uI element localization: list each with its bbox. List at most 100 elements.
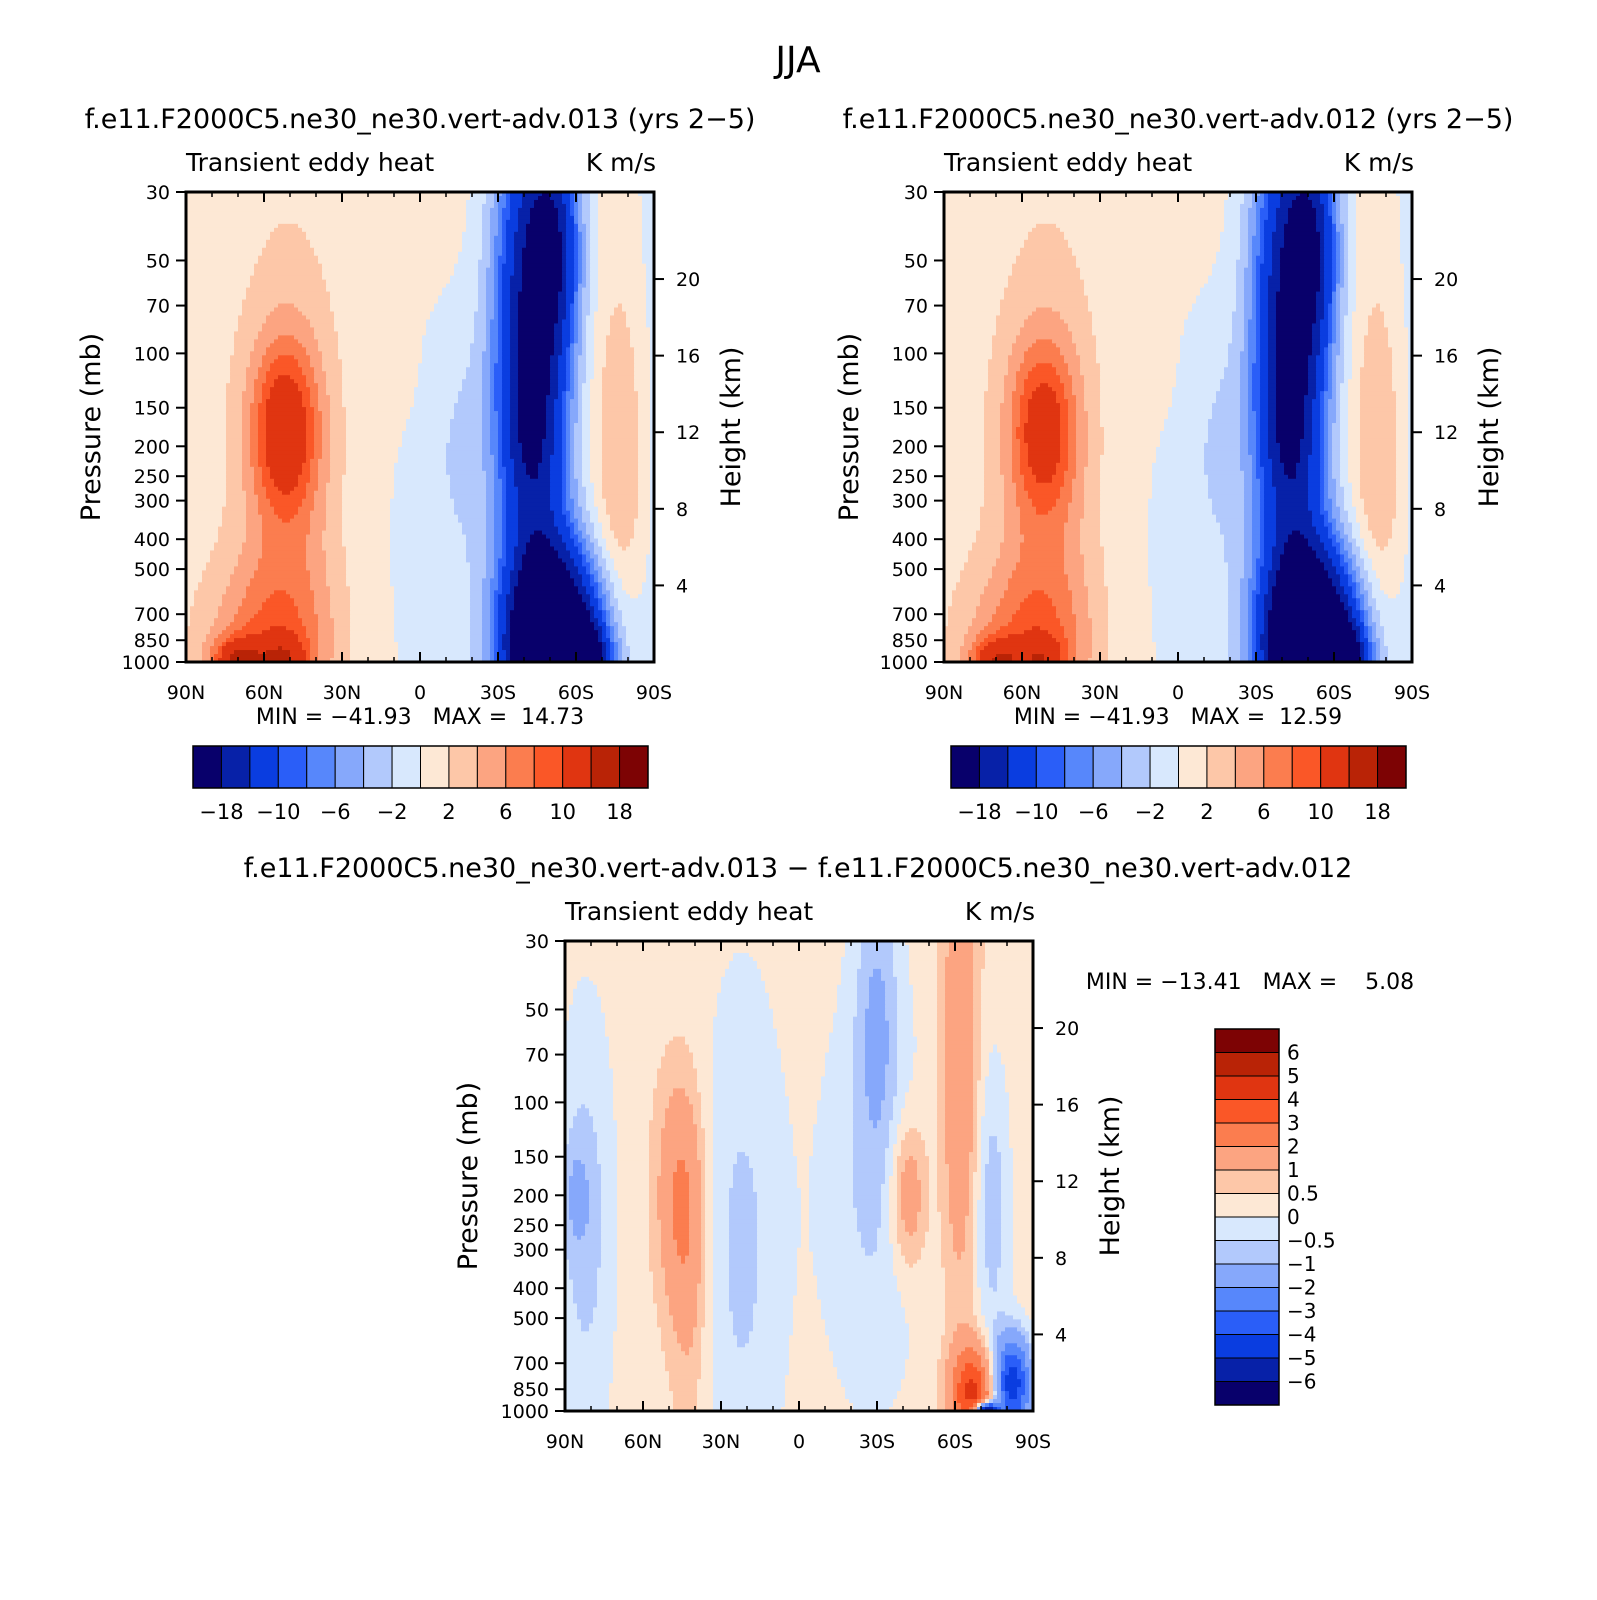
contour-cell <box>1260 367 1269 372</box>
contour-cell <box>1004 287 1085 293</box>
contour-cell <box>578 263 583 269</box>
contour-cell <box>262 247 315 253</box>
contour-cell <box>1336 395 1341 400</box>
contour-cell <box>1004 375 1017 380</box>
contour-cell <box>594 498 607 504</box>
contour-cell <box>590 255 599 261</box>
contour-cell <box>1340 215 1349 221</box>
contour-cell <box>522 446 543 452</box>
contour-cell <box>1232 319 1245 325</box>
contour-cell <box>1020 470 1033 476</box>
contour-cell <box>394 494 451 500</box>
contour-cell <box>470 602 483 607</box>
contour-cell <box>546 411 555 416</box>
contour-cell <box>394 598 471 603</box>
contour-cell <box>186 351 235 356</box>
contour-cell <box>1100 379 1177 384</box>
contour-cell <box>562 343 571 348</box>
contour-cell <box>1332 371 1337 376</box>
contour-cell <box>494 630 499 635</box>
contour-cell <box>574 311 579 317</box>
contour-cell <box>230 363 251 368</box>
contour-cell <box>582 470 591 476</box>
contour-cell <box>218 646 223 651</box>
contour-cell <box>390 558 467 564</box>
contour-cell <box>518 311 559 317</box>
contour-cell <box>186 466 227 472</box>
contour-cell <box>1024 427 1061 432</box>
contour-cell <box>226 442 243 448</box>
contour-cell <box>984 490 1005 496</box>
contour-cell <box>262 482 275 488</box>
contour-cell <box>1312 199 1321 205</box>
contour-cell <box>326 279 451 285</box>
contour-cell <box>514 263 523 269</box>
contour-cell <box>262 546 307 552</box>
contour-cell <box>490 415 499 420</box>
x-tick-label: 0 <box>414 682 426 704</box>
contour-cell <box>1328 335 1333 340</box>
contour-cell <box>582 395 591 400</box>
contour-cell <box>1316 387 1325 392</box>
contour-cell <box>602 379 635 384</box>
contour-cell <box>1064 387 1073 392</box>
contour-cell <box>250 275 323 281</box>
contour-cell <box>1332 235 1337 241</box>
contour-cell <box>302 403 311 408</box>
contour-cell <box>1228 347 1245 352</box>
contour-cell <box>1260 486 1265 492</box>
contour-cell <box>570 355 575 360</box>
contour-cell <box>186 530 219 536</box>
contour-cell <box>1004 474 1013 480</box>
contour-cell <box>1316 299 1325 305</box>
contour-cell <box>302 343 319 348</box>
contour-cell <box>1404 323 1412 329</box>
contour-cell <box>1332 339 1337 344</box>
contour-cell <box>1400 207 1412 213</box>
contour-cell <box>1268 411 1277 416</box>
contour-cell <box>574 466 583 472</box>
contour-cell <box>1056 223 1225 229</box>
contour-cell <box>1256 263 1261 269</box>
contour-cell <box>310 363 323 368</box>
contour-cell <box>310 574 327 579</box>
contour-cell <box>944 199 1225 205</box>
contour-cell <box>650 399 654 404</box>
contour-cell <box>650 403 654 408</box>
contour-cell <box>486 566 495 571</box>
contour-cell <box>602 582 607 587</box>
contour-cell <box>1316 311 1325 317</box>
contour-cell <box>1264 203 1269 209</box>
contour-cell <box>418 379 463 384</box>
contour-cell <box>1308 470 1321 476</box>
contour-cell <box>1396 407 1409 412</box>
contour-cell <box>482 458 495 464</box>
contour-cell <box>450 478 487 484</box>
contour-cell <box>1028 450 1061 456</box>
contour-cell <box>1320 423 1325 428</box>
contour-cell <box>502 243 507 249</box>
contour-cell <box>1180 335 1233 340</box>
contour-cell <box>518 387 551 392</box>
contour-cell <box>1312 442 1321 448</box>
contour-cell <box>482 578 491 583</box>
contour-cell <box>944 279 1009 285</box>
contour-cell <box>1404 279 1412 285</box>
contour-cell <box>1260 231 1265 237</box>
contour-cell <box>1304 430 1313 436</box>
contour-cell <box>602 522 611 528</box>
y-right-tick-label: 20 <box>676 269 700 291</box>
contour-cell <box>1408 351 1412 356</box>
contour-cell <box>1272 462 1285 468</box>
contour-cell <box>610 522 635 528</box>
contour-cell <box>618 538 631 544</box>
contour-cell <box>486 299 495 305</box>
contour-cell <box>1260 227 1265 233</box>
contour-cell <box>602 434 639 440</box>
contour-cell <box>506 486 519 492</box>
contour-cell <box>1152 482 1209 488</box>
contour-cell <box>634 375 651 380</box>
contour-cell <box>646 279 654 285</box>
contour-cell <box>1260 379 1269 384</box>
contour-cell <box>242 427 251 432</box>
